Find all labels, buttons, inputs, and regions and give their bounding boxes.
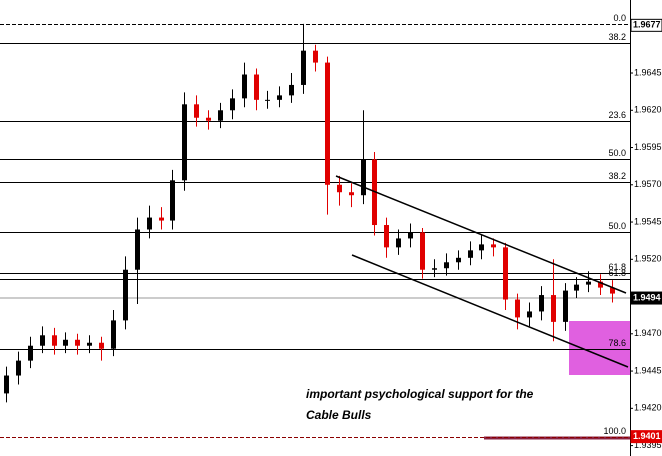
candle-body [254, 74, 259, 100]
candle-body [503, 247, 508, 300]
plot: 0.0 38.2 23.6 50.0 38.2 50.0 61.861.8 78.6 100.0 [0, 13, 630, 438]
fib-label: 100.0 [603, 426, 626, 436]
price-marker-label: 1.9494 [633, 292, 661, 302]
candle-body [396, 238, 401, 248]
candle-body [40, 335, 45, 346]
y-tick-label: 1.9420 [634, 403, 662, 413]
candle-body [277, 95, 282, 100]
candle-body [242, 74, 247, 99]
candle-body [527, 311, 532, 318]
trendline-upper [335, 175, 627, 294]
candle-body [99, 342, 104, 349]
candle-body [135, 229, 140, 270]
y-tick-label: 1.9470 [634, 328, 662, 338]
candle-body [170, 180, 175, 221]
candle-body [52, 335, 57, 346]
y-tick-label: 1.9395 [634, 440, 662, 450]
candle-body [361, 159, 366, 196]
candle-body [468, 250, 473, 258]
trendline-lower [351, 254, 629, 368]
candle-body [230, 98, 235, 111]
fib-label: 0.0 [613, 13, 626, 23]
price-marker-label: 1.9401 [633, 431, 661, 441]
fib-label: 61.8 [608, 268, 626, 278]
fib-label: 50.0 [608, 221, 626, 231]
candle-body [4, 375, 9, 394]
candle-body [586, 281, 591, 285]
candle-body [574, 284, 579, 291]
candle-body [491, 244, 496, 248]
price-marker [630, 291, 662, 305]
price-marker-label: 1.9677 [633, 20, 661, 30]
candle-body [337, 184, 342, 193]
price-marker [630, 430, 662, 444]
candle-body [420, 232, 425, 270]
candle-body [432, 268, 437, 270]
candle-body [111, 320, 116, 349]
candle-body [16, 360, 21, 376]
candle-body [159, 217, 164, 221]
candle-body [563, 290, 568, 322]
candle-body [384, 225, 389, 248]
y-tick-label: 1.9520 [634, 254, 662, 264]
candle-body [551, 295, 556, 322]
candle-body [610, 287, 615, 294]
candle-body [265, 99, 270, 101]
candle-body [479, 244, 484, 251]
annotation: Cable Bulls [306, 408, 372, 422]
support-zone [569, 321, 630, 375]
candle-body [598, 281, 603, 288]
candle-body [194, 104, 199, 118]
candle-body [75, 339, 80, 346]
annotation: important psychological support for the [306, 387, 534, 401]
fib-label: 78.6 [608, 338, 626, 348]
candle-body [206, 117, 211, 121]
fib-label: 38.2 [608, 171, 626, 181]
candle-body [444, 262, 449, 269]
candle-body [349, 192, 354, 196]
candle-body [325, 62, 330, 185]
candle-body [313, 50, 318, 63]
fib-label: 61.8 [608, 262, 626, 272]
candle-body [515, 299, 520, 318]
candle-body [182, 104, 187, 181]
y-tick-label: 1.9570 [634, 179, 662, 189]
candle-body [456, 257, 461, 263]
y-tick-label: 1.9645 [634, 67, 662, 77]
candle-body [289, 84, 294, 96]
candle-body [301, 50, 306, 85]
y-tick-label: 1.9595 [634, 142, 662, 152]
fib-label: 50.0 [608, 148, 626, 158]
candle-body [123, 269, 128, 321]
candle-body [408, 232, 413, 239]
candle-body [87, 342, 92, 346]
candle-body [147, 217, 152, 230]
candle-body [63, 339, 68, 346]
candle-body [539, 295, 544, 312]
fib-label: 38.2 [608, 32, 626, 42]
price-marker [630, 18, 662, 32]
candle-body [28, 345, 33, 361]
y-tick-label: 1.9545 [634, 216, 662, 226]
candle-body [218, 110, 223, 121]
y-tick-label: 1.9620 [634, 105, 662, 115]
fib-label: 23.6 [608, 110, 626, 120]
y-tick-label: 1.9445 [634, 365, 662, 375]
